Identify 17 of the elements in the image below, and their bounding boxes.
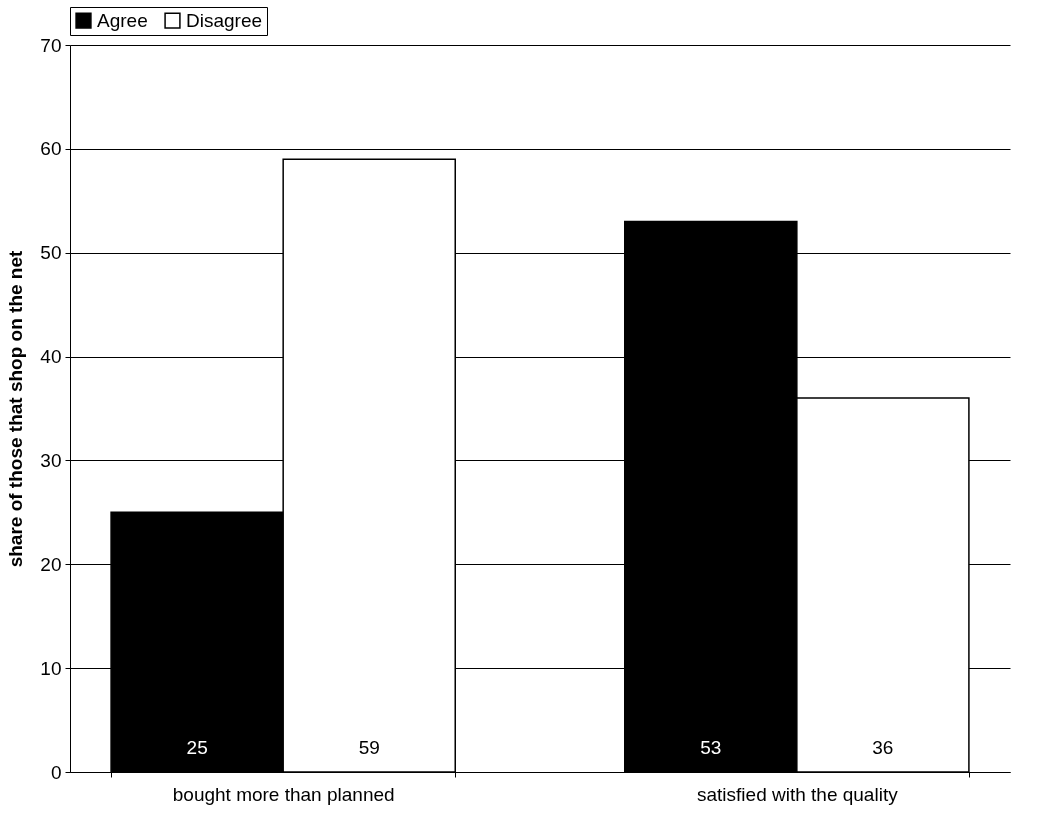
data-label: 53 xyxy=(700,737,722,758)
y-tick-label: 50 xyxy=(40,242,62,264)
x-tick-label: satisfied with the quality xyxy=(696,783,899,805)
y-tick-label: 60 xyxy=(40,138,62,160)
y-tick-label: 20 xyxy=(40,553,62,575)
y-axis-title: share of those that shop on the net xyxy=(5,249,27,568)
data-label: 36 xyxy=(872,737,894,758)
x-tick-label: bought more than planned xyxy=(172,783,395,805)
y-tick-label: 70 xyxy=(40,34,62,56)
legend-label: Agree xyxy=(97,9,148,31)
data-label: 25 xyxy=(186,737,208,758)
y-tick-label: 10 xyxy=(40,657,62,679)
legend-label: Disagree xyxy=(186,9,263,31)
y-tick-label: 30 xyxy=(40,449,62,471)
y-tick-label: 0 xyxy=(50,761,62,783)
data-label: 59 xyxy=(358,737,380,758)
y-tick-label: 40 xyxy=(40,346,62,368)
